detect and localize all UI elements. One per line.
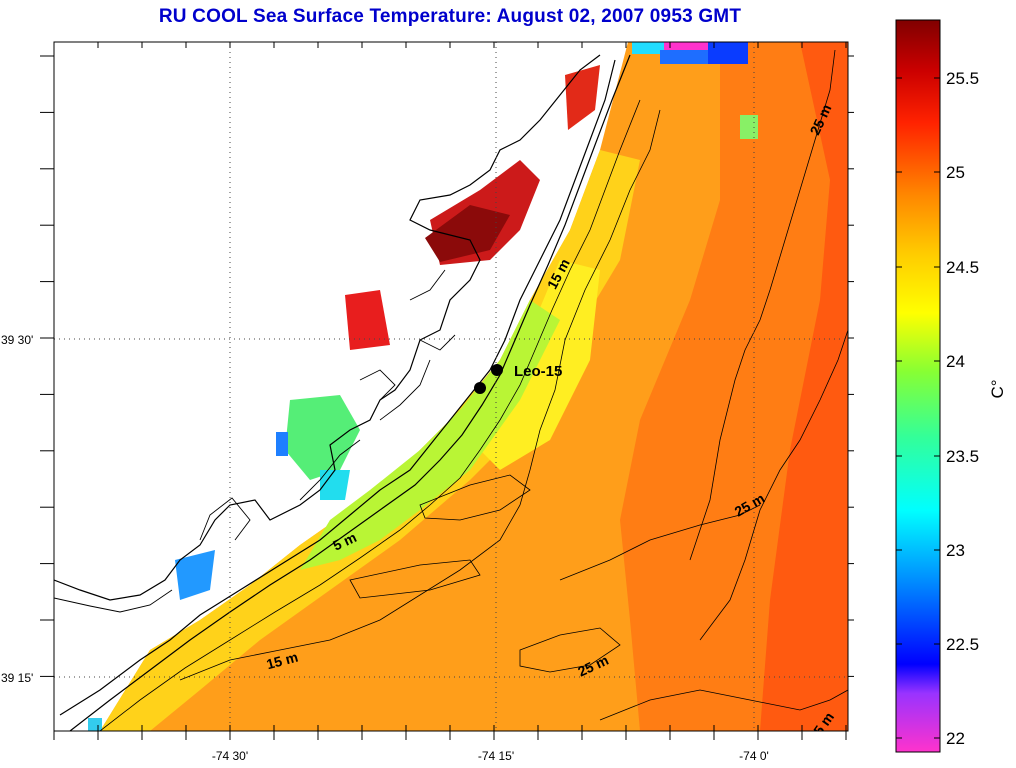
x-tick-marks [53,42,847,740]
barrier-island [59,59,616,716]
colorbar-tick-label: 24 [946,352,965,371]
colorbar-tick-label: 25 [946,163,965,182]
isobath-25m-south [519,504,761,673]
y-tick-label: 39 30' [1,333,33,347]
sst-north-cyan [632,42,664,54]
colorbar-tick-label: 24.5 [946,258,979,277]
isobath-25m-east [689,49,836,561]
plot-frame [53,41,849,732]
colorbar-tick-label: 23 [946,541,965,560]
isobath-5m [99,99,641,731]
sst-north-magenta [664,42,708,52]
colorbar-tick-label: 22 [946,729,965,748]
shoreline-offshore [69,54,631,731]
y-tick-label: 39 15' [1,671,33,685]
bay-marsh [54,269,456,613]
isobath-15m [179,109,661,681]
sst-north-red [565,65,600,130]
sst-bay-cyan [320,470,350,500]
sst-hot-core [425,205,510,262]
leo15-node-marker [491,364,503,376]
colorbar-ticks [896,77,940,739]
sst-north-deepblue [708,42,748,64]
sst-hot-inlet [345,290,390,350]
station-label: Leo-15 [514,363,562,380]
isobath-15m-loop [349,474,531,599]
x-tick-label: -74 30' [212,749,248,763]
leo15-node-marker [474,382,486,394]
colorbar [895,19,941,753]
colorbar-unit-label: C° [988,379,1007,398]
coastline [54,54,601,601]
colorbar-tick-label: 22.5 [946,635,979,654]
colorbar-tick-label: 25.5 [946,69,979,88]
sst-bay-blue-pixel [276,432,288,456]
isobath-label: 15 m [265,649,300,673]
x-tick-label: -74 15' [478,749,514,763]
sst-bay-green [285,395,360,480]
sst-green-speck [740,115,758,139]
y-tick-marks [40,55,854,677]
isobath-25m-se [599,689,848,721]
x-tick-label: -74 0' [739,749,769,763]
isobath-25m-east2 [699,329,848,641]
sst-bay-blue [175,550,215,600]
map-title: RU COOL Sea Surface Temperature: August … [158,6,742,27]
sst-sw-cyan [88,718,102,731]
sst-east-hot [760,42,848,731]
sst-nearshore-band [100,150,640,731]
sst-north-blue [660,50,710,64]
colorbar-tick-label: 23.5 [946,447,979,466]
